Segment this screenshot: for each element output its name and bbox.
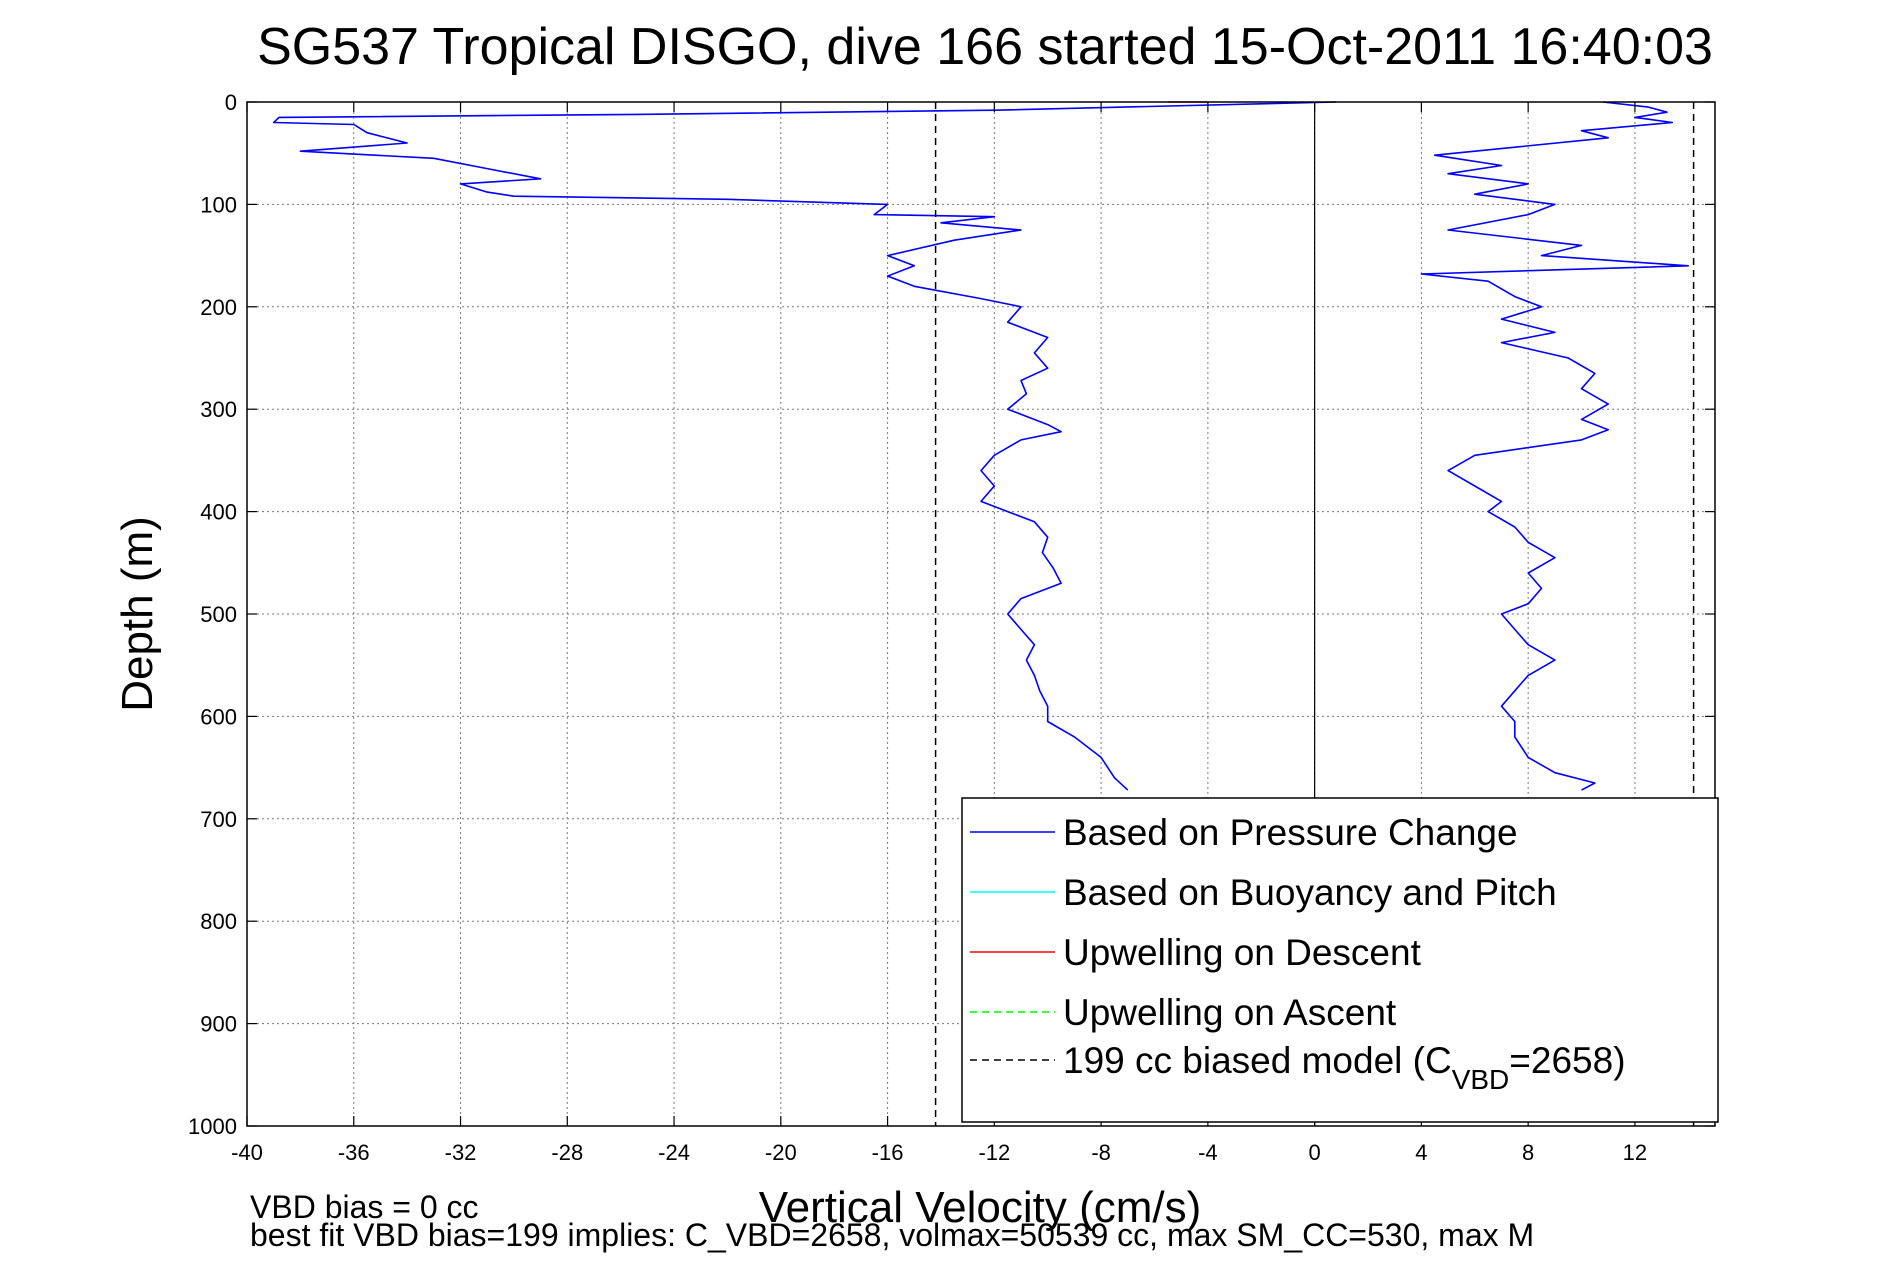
y-tick-label: 400	[200, 500, 237, 525]
x-axis-label: Vertical Velocity (cm/s)	[759, 1183, 1202, 1232]
x-tick-label: 8	[1522, 1140, 1534, 1165]
y-tick-labels: 0 100 200 300 400 500 600 700 800 900 1000	[188, 90, 237, 1139]
x-tick-label: -28	[551, 1140, 583, 1165]
x-tick-labels: -40 -36 -32 -28 -24 -20 -16 -12 -8 -4 0 4 8 12	[231, 1140, 1647, 1165]
y-axis-label: Depth (m)	[113, 516, 162, 712]
footnote-vbd-bias: VBD bias = 0 cc	[250, 1189, 479, 1225]
legend-label: Based on Buoyancy and Pitch	[1063, 872, 1557, 913]
y-tick-label: 600	[200, 704, 237, 729]
legend-label: Based on Pressure Change	[1063, 812, 1518, 853]
y-tick-label: 800	[200, 909, 237, 934]
legend-label: Upwelling on Ascent	[1063, 992, 1397, 1033]
y-tick-label: 100	[200, 192, 237, 217]
x-tick-label: -32	[445, 1140, 477, 1165]
y-tick-label: 500	[200, 602, 237, 627]
x-tick-label: -12	[978, 1140, 1010, 1165]
y-tick-label: 200	[200, 295, 237, 320]
x-tick-label: -20	[765, 1140, 797, 1165]
chart-title: SG537 Tropical DISGO, dive 166 started 1…	[257, 18, 1713, 76]
x-tick-label: 0	[1309, 1140, 1321, 1165]
x-tick-label: -40	[231, 1140, 263, 1165]
x-tick-label: -8	[1091, 1140, 1111, 1165]
x-tick-label: -24	[658, 1140, 690, 1165]
legend-label-rest: =2658)	[1509, 1040, 1625, 1081]
legend-label: Upwelling on Descent	[1063, 932, 1422, 973]
series-line	[1420, 101, 1690, 791]
x-tick-label: 4	[1415, 1140, 1427, 1165]
grid-lines	[247, 102, 1715, 1126]
x-tick-label: 12	[1623, 1140, 1647, 1165]
legend: Based on Pressure Change Based on Buoyanc…	[961, 797, 1719, 1123]
legend-box	[961, 797, 1719, 1123]
y-tick-label: 700	[200, 807, 237, 832]
x-tick-label: -4	[1198, 1140, 1218, 1165]
y-tick-label: 0	[225, 90, 237, 115]
x-tick-label: -16	[872, 1140, 904, 1165]
x-tick-label: -36	[338, 1140, 370, 1165]
y-tick-label: 900	[200, 1012, 237, 1037]
series-line	[272, 101, 1337, 791]
legend-label-subscript: VBD	[1452, 1064, 1510, 1095]
y-tick-label: 300	[200, 397, 237, 422]
footnote-best-fit: best fit VBD bias=199 implies: C_VBD=265…	[250, 1217, 1534, 1253]
y-tick-label: 1000	[188, 1114, 237, 1139]
